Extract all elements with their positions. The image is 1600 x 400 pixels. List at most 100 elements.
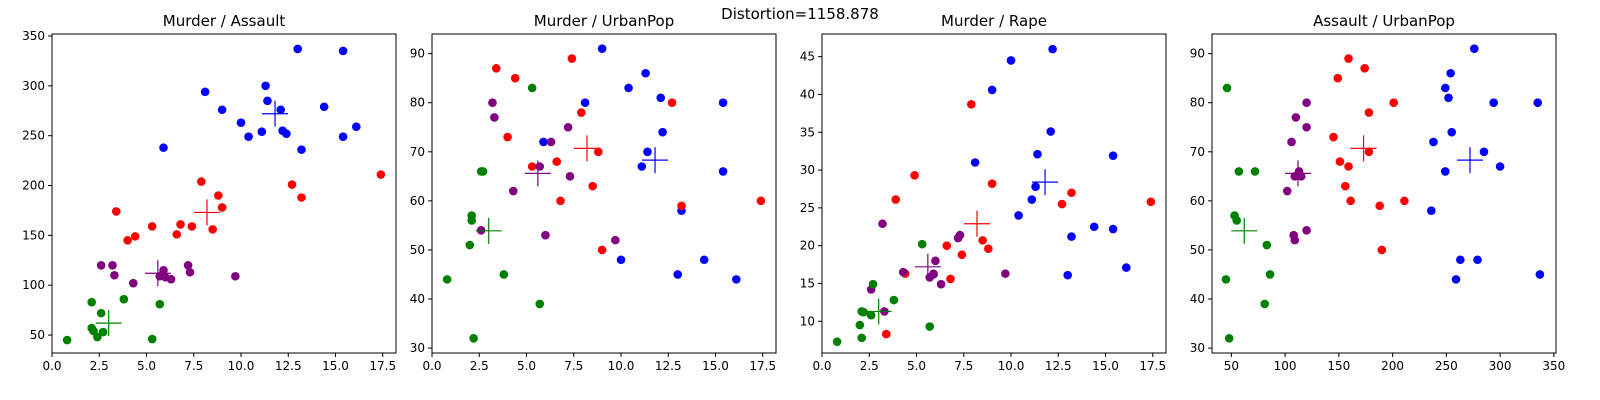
data-point [1377,245,1387,255]
data-point [442,275,452,284]
y-tick-label: 50 [410,243,425,257]
subplot-title: Murder / Assault [163,12,286,30]
data-point [96,260,106,270]
data-point [953,233,963,243]
data-point [217,203,227,212]
data-point [1290,172,1300,181]
y-tick-label: 150 [22,228,45,242]
data-point [1364,147,1374,157]
data-point [1440,83,1450,93]
data-point [732,275,741,284]
x-tick-label: 10.0 [998,359,1025,373]
x-tick-label: 100 [1274,359,1297,373]
data-point [161,272,170,282]
data-point [889,295,899,305]
data-point [868,279,878,289]
x-tick-label: 17.5 [369,359,396,373]
data-point [1444,93,1453,103]
x-tick-label: 0.0 [42,359,61,373]
data-point [881,329,891,339]
data-point [1346,196,1355,206]
y-tick-label: 40 [410,292,425,306]
data-point [1222,83,1232,93]
data-point [641,68,650,78]
data-point [987,179,997,188]
data-point [1221,275,1231,284]
x-tick-label: 17.5 [1139,359,1166,373]
data-point [857,333,866,343]
data-point [624,83,633,93]
data-point [231,271,240,281]
x-tick-label: 300 [1489,359,1512,373]
data-point [1250,167,1260,176]
y-tick-label: 60 [410,194,425,208]
data-point [257,127,267,136]
data-point [111,207,121,216]
data-point [546,137,556,147]
data-point [1329,132,1338,142]
data-point [931,256,940,266]
data-point [244,132,253,141]
data-point [93,332,102,342]
data-point [1364,108,1374,117]
x-tick-label: 5.0 [907,359,926,373]
data-point [287,180,297,189]
data-point [699,255,709,265]
data-point [297,145,306,154]
y-tick-label: 10 [800,314,815,328]
data-point [1122,263,1131,272]
data-point [1224,333,1234,343]
x-tick-label: 17.5 [749,359,776,373]
data-point [185,267,195,277]
data-point [217,105,227,115]
data-point [261,81,270,91]
data-point [1232,216,1242,225]
data-point [1333,73,1343,83]
data-point [541,230,550,240]
x-tick-label: 0.0 [812,359,831,373]
data-point [200,87,210,97]
axes-frame [1211,33,1557,354]
data-point [499,270,509,279]
subplot-2: Murder / UrbanPop 0.0 2.5 5.0 7.5 10.0 12.5 15.… [410,12,777,373]
x-tick-label: 2.5 [470,359,489,373]
x-tick-label: 10.0 [228,359,255,373]
x-tick-label: 2.5 [90,359,109,373]
y-tick-label: 20 [800,239,815,253]
y-tick-label: 30 [1190,341,1205,355]
data-point [527,83,537,93]
subplot-1: Murder / Assault 0.0 2.5 5.0 7.5 10.0 12.5 15.0… [22,12,397,373]
data-point [611,235,620,245]
y-tick-label: 60 [1190,194,1205,208]
data-point [1296,172,1306,181]
data-point [656,93,666,103]
data-point [128,278,138,288]
y-tick-label: 40 [1190,292,1205,306]
data-point [276,105,286,115]
data-point [110,270,119,280]
data-point [1048,44,1057,54]
data-point [1146,197,1156,207]
data-point [718,167,728,176]
data-point [488,98,497,108]
data-point [1282,186,1292,196]
x-tick-label: 15.0 [1092,359,1119,373]
data-point [96,308,106,318]
x-tick-label: 350 [1542,359,1565,373]
data-point [565,172,575,181]
data-point [176,220,185,229]
data-point [597,44,607,54]
data-point [478,167,488,176]
y-tick-label: 70 [410,145,425,159]
data-point [667,98,677,108]
data-point [832,337,842,346]
data-point [925,273,935,282]
data-point [987,85,997,95]
data-point [658,127,667,137]
data-point [510,73,520,83]
data-point [978,236,987,245]
data-point [866,310,876,320]
data-point [352,122,361,132]
x-tick-label: 15.0 [322,359,349,373]
